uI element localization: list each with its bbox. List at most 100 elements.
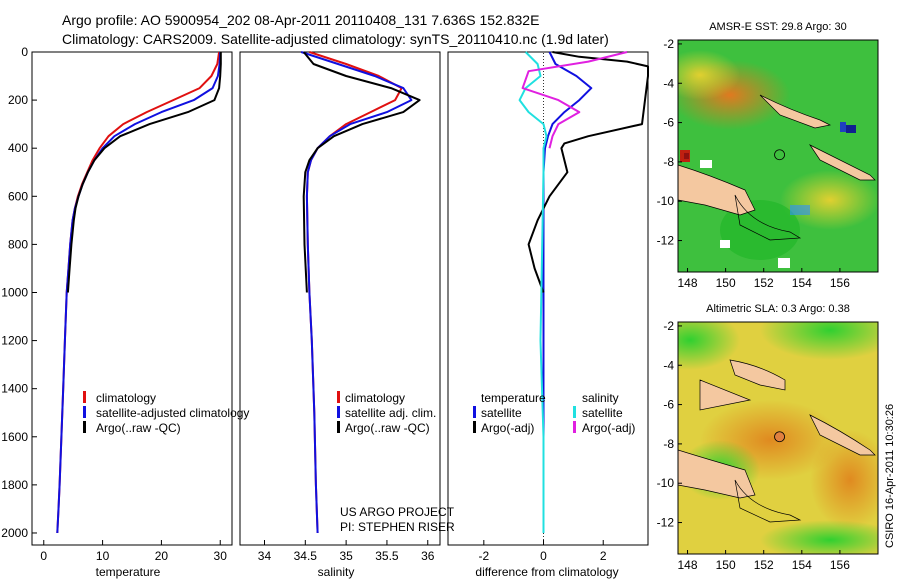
salinity-lines (300, 51, 421, 534)
lon-tick-label: 154 (792, 558, 812, 572)
header-line-1: Argo profile: AO 5900954_202 08-Apr-2011… (62, 12, 539, 28)
x-tick-label: 30 (214, 549, 228, 563)
legend-label-satellite: satellite adj. clim. (345, 406, 436, 420)
series-line-temperature-argo-adj (527, 51, 649, 293)
depth-tick-label: 200 (8, 93, 28, 107)
difference-panel: -2 0 2 difference from climatology tempera… (447, 51, 649, 579)
project-credit: US ARGO PROJECT (340, 505, 455, 519)
lat-tick-label: -6 (663, 116, 674, 130)
depth-tick-label: 1400 (1, 382, 28, 396)
x-tick-label: 2 (600, 549, 607, 563)
series-line-salinity-argo-adj (521, 51, 628, 149)
series-line-climatology (56, 51, 221, 534)
lon-tick-label: 156 (830, 558, 850, 572)
x-tick-label: 34.5 (294, 549, 318, 563)
sst-map-title: AMSR-E SST: 29.8 Argo: 30 (709, 21, 847, 33)
legend-swatch-climatology (83, 391, 86, 403)
legend-swatch-sal-argo (573, 421, 576, 433)
lon-tick-label: 154 (792, 276, 812, 290)
lat-tick-label: -8 (663, 437, 674, 451)
legend-swatch-temp-argo (473, 421, 476, 433)
lat-tick-label: -10 (657, 476, 675, 490)
lat-tick-label: -4 (663, 76, 674, 90)
salinity-axes (239, 51, 441, 546)
header-line-2: Climatology: CARS2009. Satellite-adjuste… (62, 31, 609, 47)
legend-label-argo: Argo(..raw -QC) (345, 421, 430, 435)
series-line-satellite-adjusted-climatology (56, 51, 222, 534)
depth-tick-label: 1200 (1, 334, 28, 348)
lon-tick-label: 148 (678, 558, 698, 572)
x-tick-label: 0 (40, 549, 47, 563)
x-tick-label: 35 (339, 549, 353, 563)
legend-group-salinity: salinity (582, 391, 619, 405)
legend-label-satellite: satellite-adjusted climatology (96, 406, 249, 420)
temperature-lines (56, 51, 222, 534)
lat-tick-label: -10 (657, 194, 675, 208)
salinity-legend: climatology satellite adj. clim. Argo(..… (337, 391, 436, 435)
lat-tick-label: -12 (657, 516, 675, 530)
sla-map-frame (677, 321, 879, 555)
difference-lines (518, 51, 649, 533)
legend-label-sal-satellite: satellite (582, 406, 623, 420)
temperature-axes (31, 51, 233, 546)
depth-tick-label: 0 (21, 45, 28, 59)
difference-xlabel: difference from climatology (475, 565, 618, 579)
series-line-argo-raw-qc (302, 51, 421, 293)
lat-tick-label: -8 (663, 155, 674, 169)
timestamp-stamp: CSIRO 16-Apr-2011 10:30:26 (884, 404, 896, 548)
depth-tick-label: 1800 (1, 478, 28, 492)
legend-label-sal-argo: Argo(-adj) (582, 421, 635, 435)
legend-swatch-temp-satellite (473, 406, 476, 418)
difference-axes (447, 51, 649, 546)
sla-lon-ticks: 148 150 152 154 156 (678, 550, 850, 572)
legend-label-temp-argo: Argo(-adj) (481, 421, 534, 435)
lat-tick-label: -12 (657, 234, 675, 248)
series-line-argo-raw-qc (66, 52, 222, 293)
x-tick-label: 0 (540, 549, 547, 563)
x-tick-label: 35.5 (375, 549, 399, 563)
depth-tick-label: 1000 (1, 285, 28, 299)
legend-label-temp-satellite: satellite (481, 406, 522, 420)
sla-lat-ticks: -2 -4 -6 -8 -10 -12 (657, 319, 682, 530)
lon-tick-label: 150 (716, 558, 736, 572)
x-tick-label: 10 (96, 549, 110, 563)
salinity-panel: 34 34.5 35 35.5 36 salinity climatology sate… (239, 51, 455, 579)
x-tick-label: 34 (258, 549, 272, 563)
sst-map-frame (677, 39, 879, 273)
lat-tick-label: -2 (663, 37, 674, 51)
legend-label-climatology: climatology (345, 391, 405, 405)
legend-swatch-satellite (83, 406, 86, 418)
lat-tick-label: -2 (663, 319, 674, 333)
temperature-panel: 0 200 400 600 800 1000 1200 1400 1600 1800 2000 0 1… (1, 45, 249, 579)
sst-lat-ticks: -2 -4 -6 -8 -10 -12 (657, 37, 682, 248)
argo-position-marker (774, 149, 785, 161)
depth-tick-label: 1600 (1, 430, 28, 444)
salinity-ticks: 34 34.5 35 35.5 36 (258, 540, 435, 563)
series-line-climatology (305, 51, 403, 534)
sst-map-image (678, 40, 878, 272)
depth-tick-label: 2000 (1, 526, 28, 540)
series-line-temperature-satellite (542, 51, 593, 533)
temperature-xlabel: temperature (96, 565, 161, 579)
difference-legend: temperature satellite Argo(-adj) salinit… (473, 391, 635, 435)
depth-tick-label: 800 (8, 237, 28, 251)
legend-swatch-argo (337, 421, 340, 433)
legend-group-temperature: temperature (481, 391, 546, 405)
legend-label-argo: Argo(..raw -QC) (96, 421, 181, 435)
x-tick-label: 20 (155, 549, 169, 563)
lon-tick-label: 150 (716, 276, 736, 290)
salinity-xlabel: salinity (318, 565, 355, 579)
lat-tick-label: -4 (663, 358, 674, 372)
legend-label-climatology: climatology (96, 391, 156, 405)
lon-tick-label: 148 (678, 276, 698, 290)
sla-map-image (678, 322, 878, 554)
sla-map-title: Altimetric SLA: 0.3 Argo: 0.38 (706, 303, 850, 315)
series-line-satellite-adj-clim (300, 51, 413, 534)
legend-swatch-sal-satellite (573, 406, 576, 418)
pi-credit: PI: STEPHEN RISER (340, 520, 455, 534)
sst-map: AMSR-E SST: 29.8 Argo: 30 148 150 152 154 15… (657, 21, 879, 290)
x-tick-label: 36 (421, 549, 435, 563)
lon-tick-label: 156 (830, 276, 850, 290)
legend-swatch-satellite (337, 406, 340, 418)
